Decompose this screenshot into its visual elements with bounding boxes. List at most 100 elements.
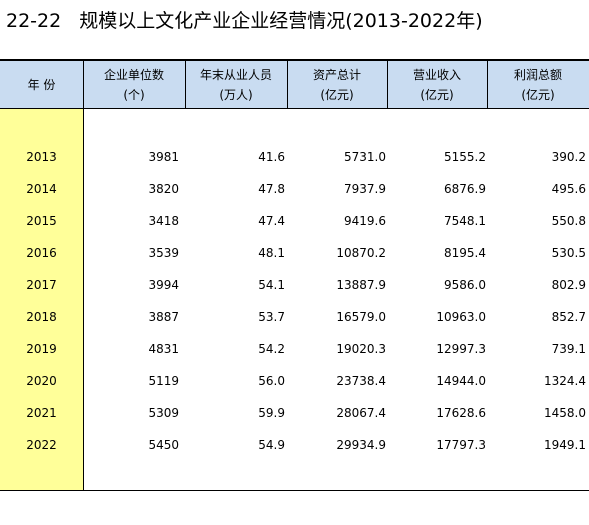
header-units-unit: (个): [123, 87, 145, 102]
year-cell: 2016: [26, 246, 57, 260]
revenue-cell: 12997.3: [436, 342, 486, 356]
table-row: 2018 3887 53.7 16579.0 10963.0 852.7: [0, 301, 589, 333]
units-cell: 4831: [148, 342, 179, 356]
assets-cell: 29934.9: [336, 438, 386, 452]
profit-cell: 1949.1: [544, 438, 586, 452]
revenue-cell: 8195.4: [444, 246, 486, 260]
header-revenue-label: 营业收入: [412, 67, 461, 82]
profit-cell: 390.2: [551, 150, 586, 164]
year-cell: 2013: [26, 150, 57, 164]
units-cell: 3887: [148, 310, 179, 324]
revenue-cell: 17628.6: [436, 406, 486, 420]
table-row: 2015 3418 47.4 9419.6 7548.1 550.8: [0, 205, 589, 237]
revenue-cell: 14944.0: [436, 374, 486, 388]
header-year: 年 份: [0, 61, 83, 108]
units-cell: 3981: [148, 150, 179, 164]
table-row: 2017 3994 54.1 13887.9 9586.0 802.9: [0, 269, 589, 301]
assets-cell: 16579.0: [336, 310, 386, 324]
bottom-rule: [0, 490, 589, 491]
revenue-cell: 17797.3: [436, 438, 486, 452]
header-year-label: 年 份: [27, 77, 56, 92]
employees-cell: 59.9: [258, 406, 285, 420]
year-cell: 2014: [26, 182, 57, 196]
units-cell: 3418: [148, 214, 179, 228]
year-column-background: [0, 108, 83, 490]
units-cell: 3820: [148, 182, 179, 196]
profit-cell: 550.8: [551, 214, 586, 228]
header-units-label: 企业单位数: [103, 67, 164, 82]
year-cell: 2020: [26, 374, 57, 388]
revenue-cell: 10963.0: [436, 310, 486, 324]
header-revenue: 营业收入 (亿元): [387, 61, 487, 108]
header-employees-label: 年末从业人员: [199, 67, 272, 82]
column-divider: [387, 61, 388, 108]
year-cell: 2018: [26, 310, 57, 324]
employees-cell: 47.8: [258, 182, 285, 196]
assets-cell: 10870.2: [336, 246, 386, 260]
profit-cell: 530.5: [551, 246, 586, 260]
header-units: 企业单位数 (个): [83, 61, 185, 108]
column-divider: [83, 61, 84, 491]
assets-cell: 9419.6: [344, 214, 386, 228]
column-divider: [287, 61, 288, 108]
profit-cell: 1458.0: [544, 406, 586, 420]
profit-cell: 1324.4: [544, 374, 586, 388]
table-row: 2014 3820 47.8 7937.9 6876.9 495.6: [0, 173, 589, 205]
profit-cell: 739.1: [551, 342, 586, 356]
units-cell: 5119: [148, 374, 179, 388]
employees-cell: 54.9: [258, 438, 285, 452]
profit-cell: 802.9: [551, 278, 586, 292]
units-cell: 5309: [148, 406, 179, 420]
column-divider: [487, 61, 488, 108]
profit-cell: 495.6: [551, 182, 586, 196]
table-number: 22-22: [6, 10, 62, 32]
employees-cell: 56.0: [258, 374, 285, 388]
year-cell: 2019: [26, 342, 57, 356]
table-title: 22-22 规模以上文化产业企业经营情况(2013-2022年): [6, 6, 586, 36]
revenue-cell: 6876.9: [444, 182, 486, 196]
employees-cell: 54.2: [258, 342, 285, 356]
header-bottom-rule: [0, 108, 589, 109]
assets-cell: 19020.3: [336, 342, 386, 356]
header-assets: 资产总计 (亿元): [287, 61, 387, 108]
header-assets-unit: (亿元): [320, 87, 354, 102]
header-assets-label: 资产总计: [312, 67, 361, 82]
table-row: 2022 5450 54.9 29934.9 17797.3 1949.1: [0, 429, 589, 461]
revenue-cell: 7548.1: [444, 214, 486, 228]
year-cell: 2015: [26, 214, 57, 228]
column-divider: [185, 61, 186, 108]
employees-cell: 47.4: [258, 214, 285, 228]
header-employees: 年末从业人员 (万人): [185, 61, 287, 108]
header-employees-unit: (万人): [219, 87, 253, 102]
table-header: 年 份 企业单位数 (个) 年末从业人员 (万人) 资产总计 (亿元) 营业收入…: [0, 61, 589, 108]
header-profit-label: 利润总额: [513, 67, 562, 82]
assets-cell: 13887.9: [336, 278, 386, 292]
header-revenue-unit: (亿元): [420, 87, 454, 102]
employees-cell: 54.1: [258, 278, 285, 292]
table-row: 2016 3539 48.1 10870.2 8195.4 530.5: [0, 237, 589, 269]
employees-cell: 41.6: [258, 150, 285, 164]
table-row: 2020 5119 56.0 23738.4 14944.0 1324.4: [0, 365, 589, 397]
table-title-text: 规模以上文化产业企业经营情况(2013-2022年): [79, 10, 483, 32]
assets-cell: 5731.0: [344, 150, 386, 164]
assets-cell: 28067.4: [336, 406, 386, 420]
header-profit: 利润总额 (亿元): [487, 61, 589, 108]
header-profit-unit: (亿元): [521, 87, 555, 102]
table-row: 2013 3981 41.6 5731.0 5155.2 390.2: [0, 141, 589, 173]
year-cell: 2022: [26, 438, 57, 452]
employees-cell: 48.1: [258, 246, 285, 260]
top-rule: [0, 59, 589, 61]
assets-cell: 23738.4: [336, 374, 386, 388]
year-cell: 2021: [26, 406, 57, 420]
year-cell: 2017: [26, 278, 57, 292]
assets-cell: 7937.9: [344, 182, 386, 196]
employees-cell: 53.7: [258, 310, 285, 324]
revenue-cell: 9586.0: [444, 278, 486, 292]
units-cell: 3539: [148, 246, 179, 260]
revenue-cell: 5155.2: [444, 150, 486, 164]
table-row: 2019 4831 54.2 19020.3 12997.3 739.1: [0, 333, 589, 365]
table-row: 2021 5309 59.9 28067.4 17628.6 1458.0: [0, 397, 589, 429]
units-cell: 3994: [148, 278, 179, 292]
profit-cell: 852.7: [551, 310, 586, 324]
units-cell: 5450: [148, 438, 179, 452]
